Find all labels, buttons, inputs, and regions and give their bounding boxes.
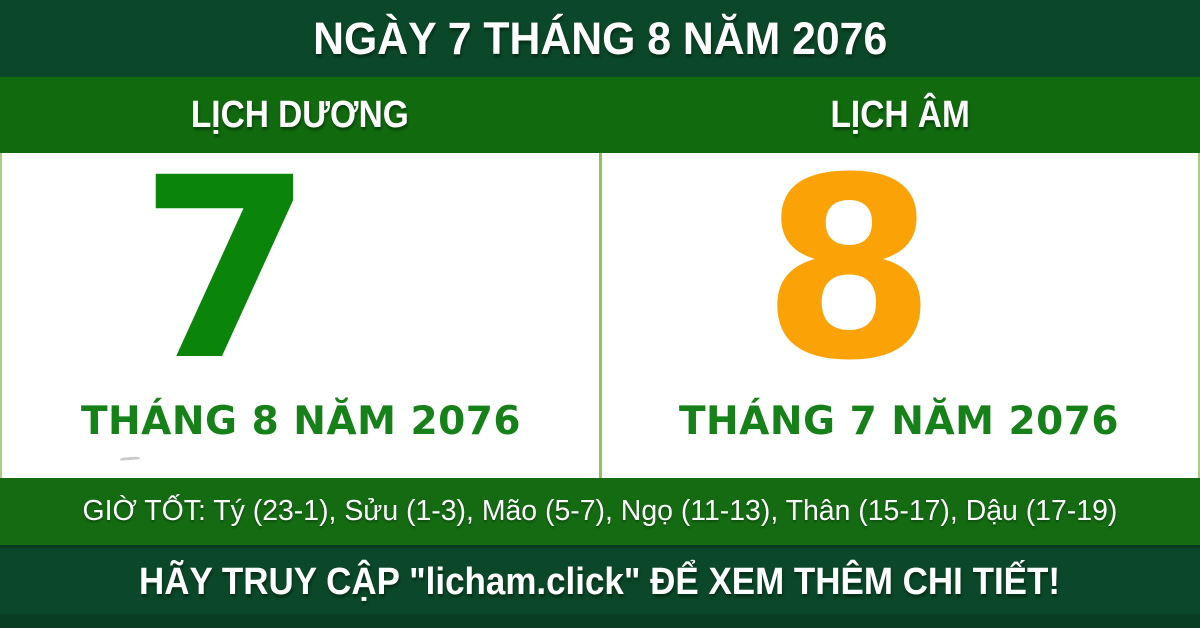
tab-lunar-calendar: LỊCH ÂM (600, 77, 1200, 153)
good-hours-bar: GIỜ TỐT: Tý (23-1), Sửu (1-3), Mão (5-7)… (0, 478, 1200, 545)
footer-bar: HÃY TRUY CẬP "licham.click" ĐỂ XEM THÊM … (0, 545, 1200, 628)
smudge-artifact (119, 456, 141, 462)
page-title: NGÀY 7 THÁNG 8 NĂM 2076 (312, 12, 888, 64)
solar-day-number: 7 (139, 124, 313, 415)
lunar-calendar-label: LỊCH ÂM (830, 93, 970, 136)
lunar-panel: 8 THÁNG 7 NĂM 2076 (600, 145, 1198, 478)
good-hours-text: GIỜ TỐT: Tý (23-1), Sửu (1-3), Mão (5-7)… (82, 495, 1118, 527)
lunar-month-year: THÁNG 7 NĂM 2076 (678, 399, 1120, 444)
tab-solar-calendar: LỊCH DƯƠNG (0, 77, 600, 153)
lunar-day-number: 8 (762, 124, 936, 415)
calendar-panels: 7 THÁNG 8 NĂM 2076 8 THÁNG 7 NĂM 2076 (0, 145, 1200, 478)
panel-divider (599, 153, 602, 478)
solar-calendar-label: LỊCH DƯƠNG (191, 93, 409, 136)
solar-month-year: THÁNG 8 NĂM 2076 (80, 399, 522, 444)
title-bar: NGÀY 7 THÁNG 8 NĂM 2076 (0, 0, 1200, 77)
solar-panel: 7 THÁNG 8 NĂM 2076 (2, 145, 600, 478)
calendar-header-bar: LỊCH DƯƠNG LỊCH ÂM (0, 77, 1200, 153)
footer-bottom-strip (0, 614, 1200, 628)
footer-call-to-action: HÃY TRUY CẬP "licham.click" ĐỂ XEM THÊM … (139, 560, 1061, 603)
